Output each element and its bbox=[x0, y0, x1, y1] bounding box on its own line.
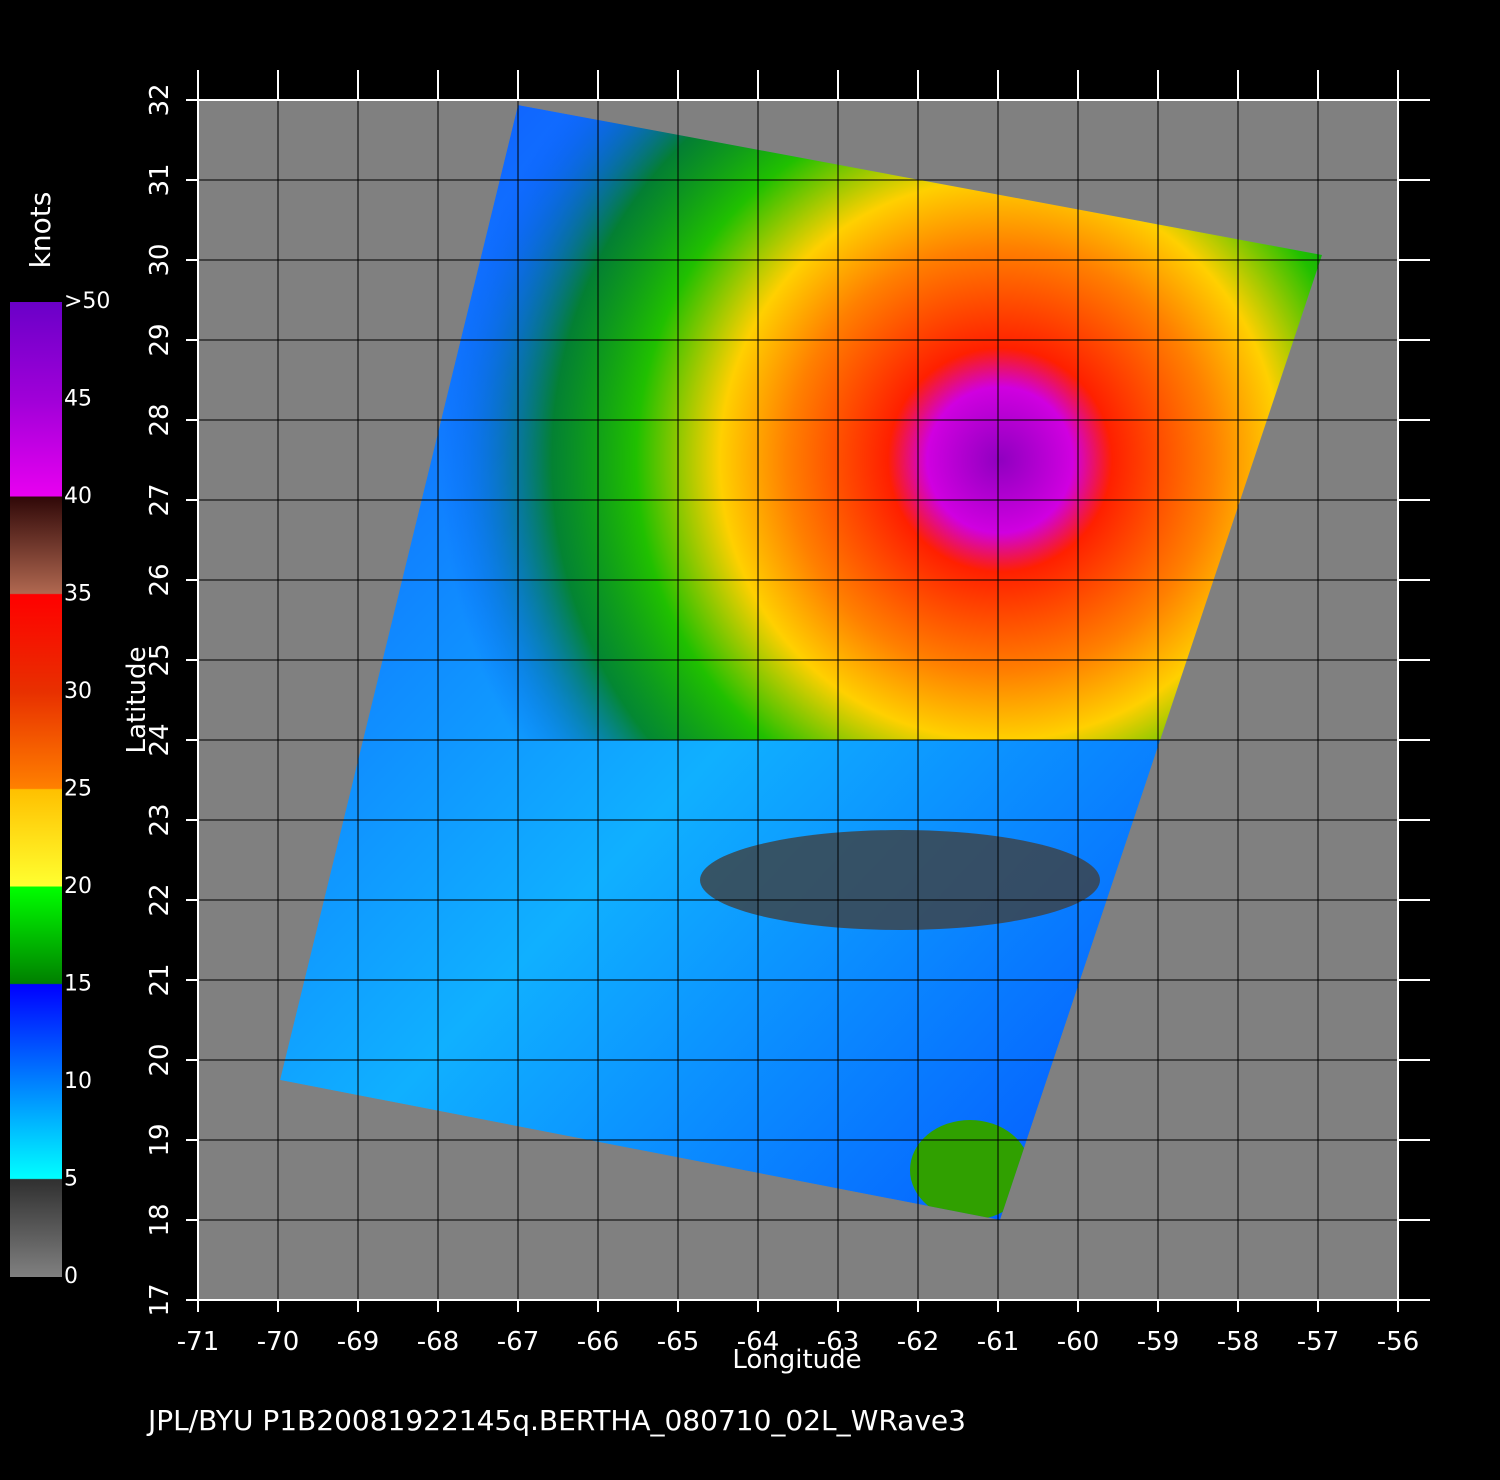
y-tick-label: 24 bbox=[145, 723, 175, 756]
x-tick-label: -70 bbox=[257, 1327, 299, 1357]
x-tick-label: -61 bbox=[977, 1327, 1019, 1357]
x-tick-label: -64 bbox=[737, 1327, 779, 1357]
colorbar-label: 20 bbox=[64, 874, 92, 899]
y-tick-label: 29 bbox=[145, 323, 175, 356]
y-tick-label: 30 bbox=[145, 243, 175, 276]
x-tick-label: -58 bbox=[1217, 1327, 1259, 1357]
y-tick-label: 23 bbox=[145, 803, 175, 836]
y-tick-label: 21 bbox=[145, 963, 175, 996]
footer: JPL/BYU P1B20081922145q.BERTHA_080710_02… bbox=[146, 1404, 966, 1437]
colorbar-label: 10 bbox=[64, 1069, 92, 1094]
colorbar-label: 40 bbox=[64, 484, 92, 509]
colorbar-label: 45 bbox=[64, 387, 92, 412]
x-tick-label: -59 bbox=[1137, 1327, 1179, 1357]
colorbar-label: 15 bbox=[64, 972, 92, 997]
y-tick-label: 28 bbox=[145, 403, 175, 436]
y-tick-label: 20 bbox=[145, 1043, 175, 1076]
y-tick-label: 19 bbox=[145, 1123, 175, 1156]
y-tick-label: 26 bbox=[145, 563, 175, 596]
colorbar-label: 30 bbox=[64, 679, 92, 704]
colorbar-label: 25 bbox=[64, 777, 92, 802]
colorbar-label: 5 bbox=[64, 1167, 78, 1192]
x-tick-label: -63 bbox=[817, 1327, 859, 1357]
y-tick-label: 18 bbox=[145, 1203, 175, 1236]
x-tick-label: -69 bbox=[337, 1327, 379, 1357]
y-tick-label: 25 bbox=[145, 643, 175, 676]
y-tick-label: 31 bbox=[145, 163, 175, 196]
plot-border bbox=[197, 99, 1399, 1301]
colorbar-title: knots bbox=[24, 192, 57, 269]
x-tick-label: -67 bbox=[497, 1327, 539, 1357]
x-tick-label: -62 bbox=[897, 1327, 939, 1357]
colorbar-label: 35 bbox=[64, 582, 92, 607]
x-tick-label: -68 bbox=[417, 1327, 459, 1357]
colorbar-label: 0 bbox=[64, 1264, 78, 1289]
x-tick-label: -71 bbox=[177, 1327, 219, 1357]
x-tick-label: -56 bbox=[1377, 1327, 1419, 1357]
y-tick-label: 32 bbox=[145, 83, 175, 116]
y-axis-label: Latitude bbox=[122, 646, 152, 753]
colorbar-label: >50 bbox=[64, 289, 110, 314]
y-tick-label: 17 bbox=[145, 1283, 175, 1316]
y-tick-label: 22 bbox=[145, 883, 175, 916]
x-axis-label: Longitude bbox=[732, 1345, 861, 1375]
colorbar bbox=[10, 302, 62, 1277]
x-tick-label: -60 bbox=[1057, 1327, 1099, 1357]
x-tick-label: -65 bbox=[657, 1327, 699, 1357]
y-tick-label: 27 bbox=[145, 483, 175, 516]
x-tick-label: -66 bbox=[577, 1327, 619, 1357]
x-tick-label: -57 bbox=[1297, 1327, 1339, 1357]
